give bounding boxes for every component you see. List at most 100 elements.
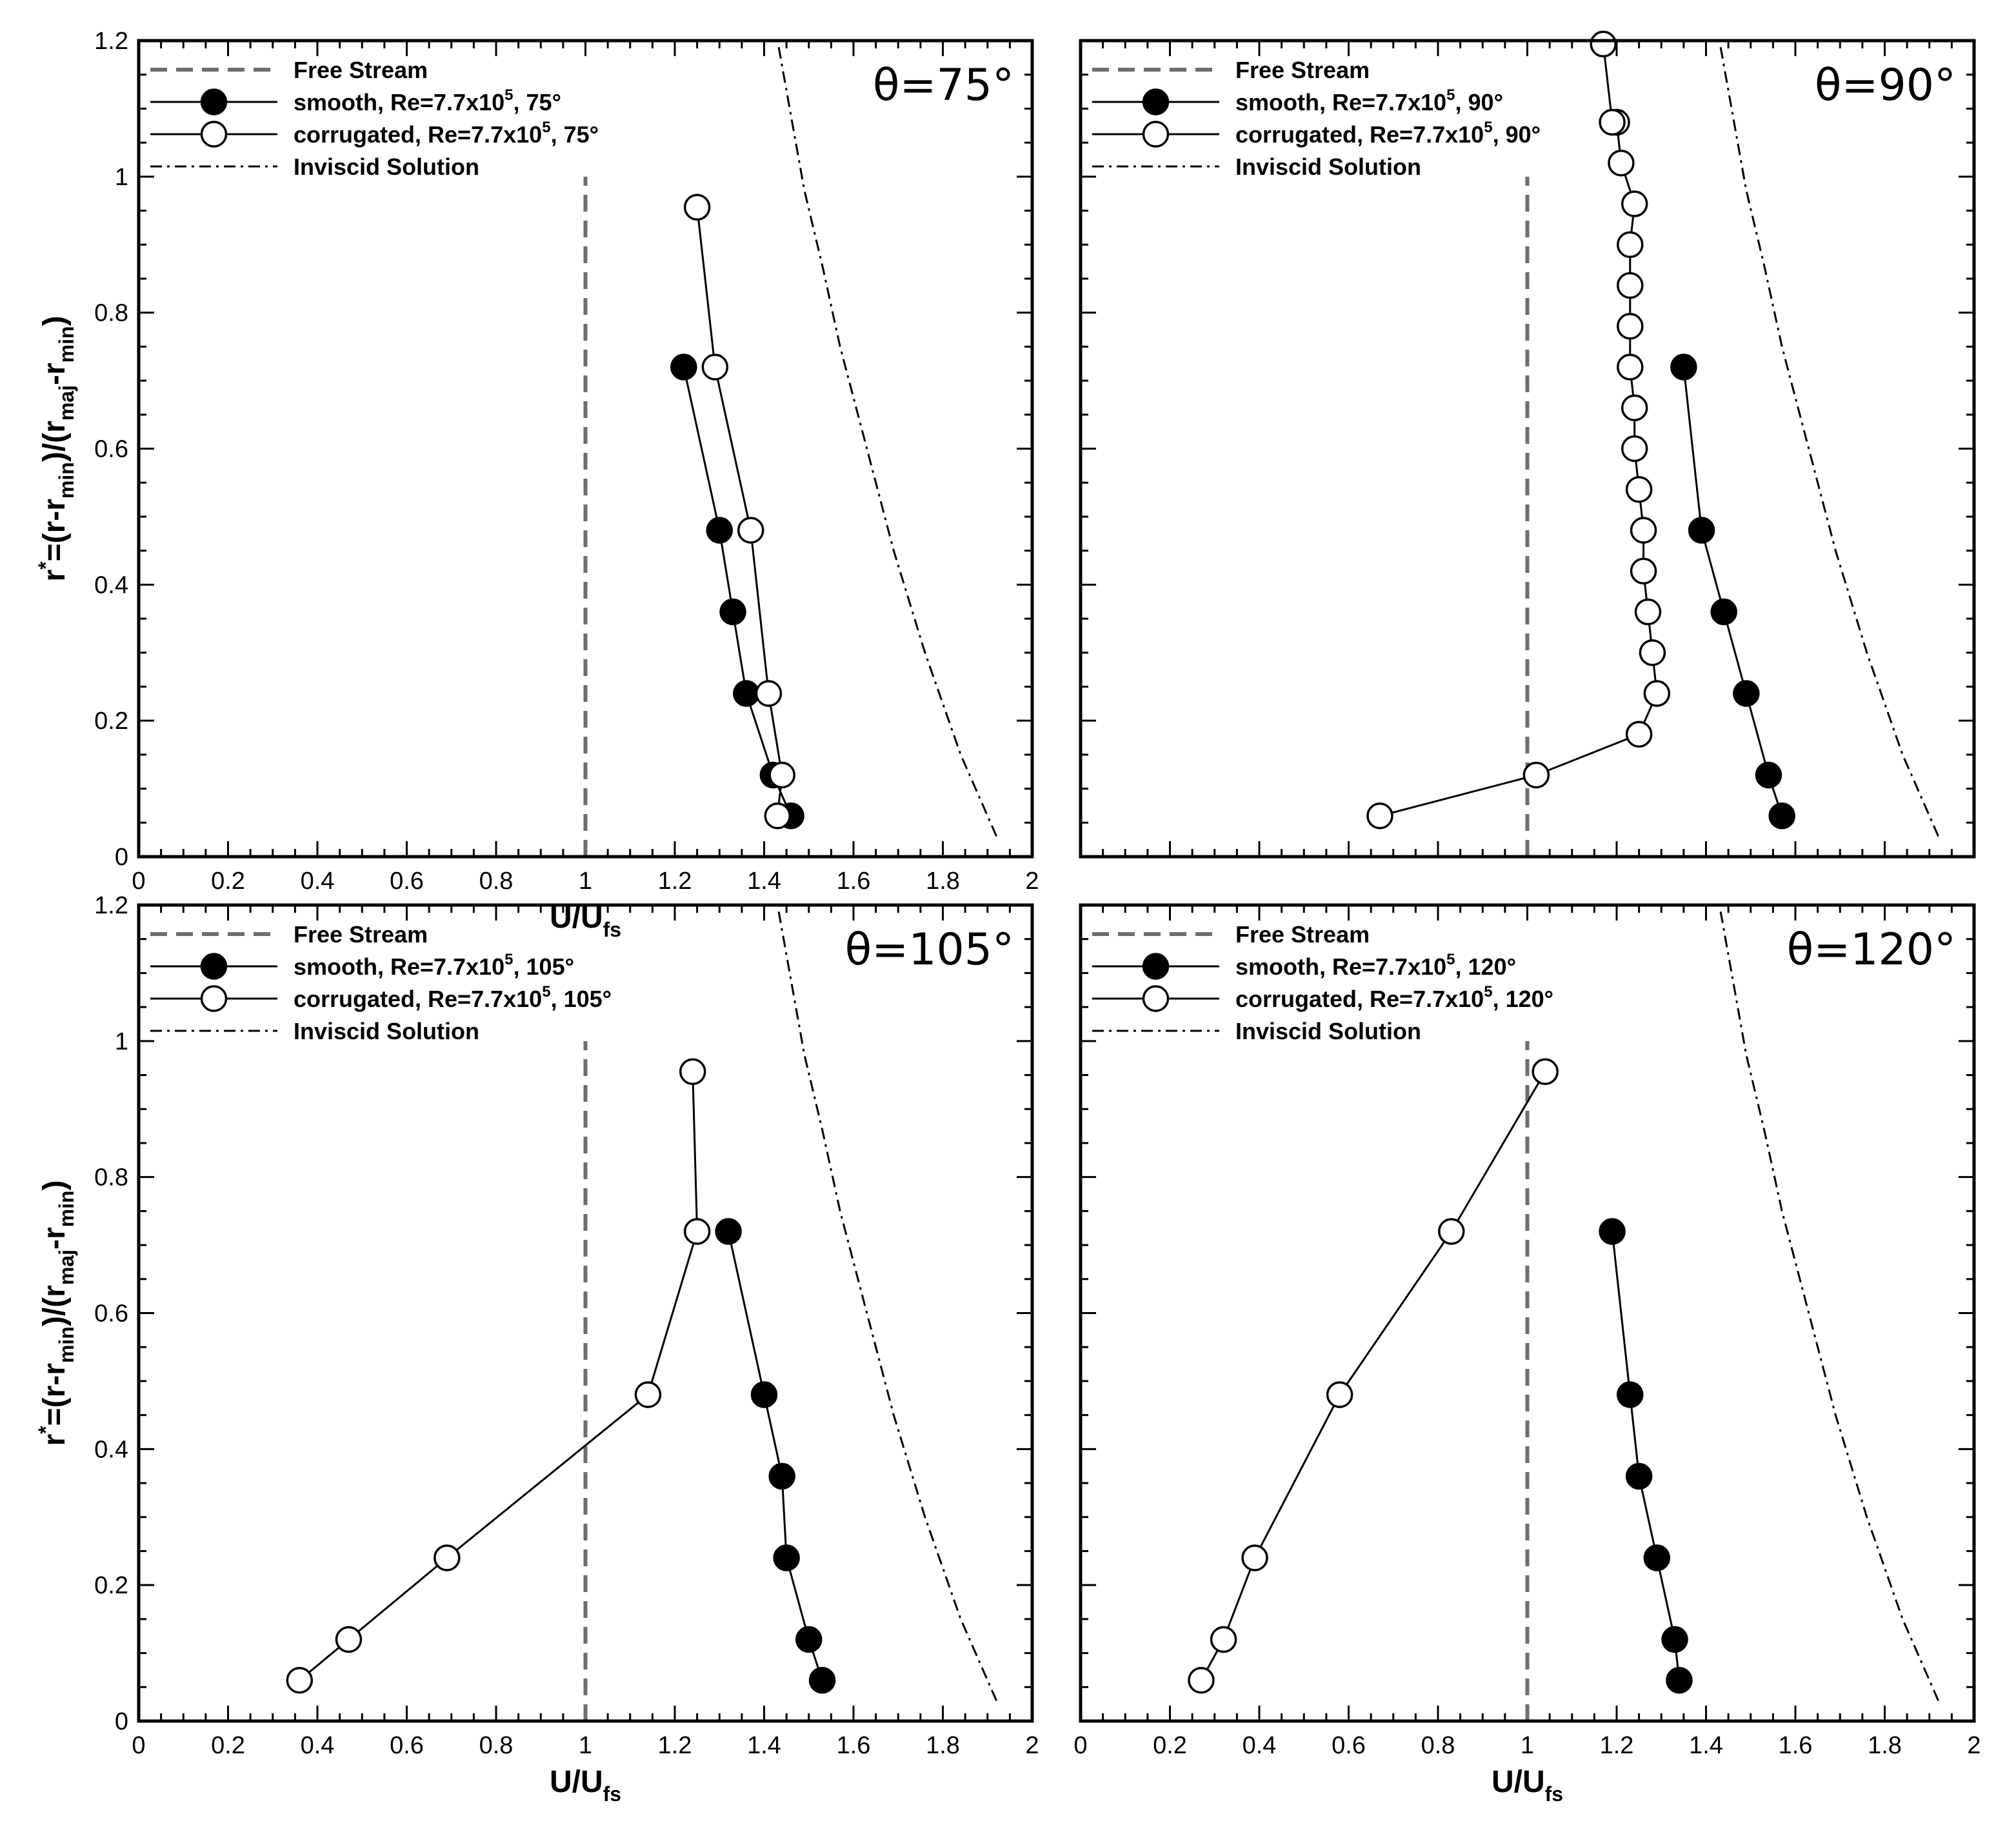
x-tick-label: 1.8 [1868,1732,1902,1759]
corrugated-point [1621,190,1648,217]
smooth-series-line [683,366,792,817]
y-tick-label: 0.8 [94,300,128,327]
y-tick-label: 0.6 [94,1300,128,1328]
legend-smooth-marker [1142,953,1170,980]
smooth-point [1617,1381,1644,1408]
panel-title: θ=120° [1787,924,1956,975]
smooth-point [1625,1462,1653,1490]
smooth-point [768,1462,795,1490]
corrugated-point [1617,313,1644,340]
x-tick-label: 1.8 [926,1732,960,1759]
y-tick-label: 1 [115,1028,128,1055]
smooth-point [808,1667,836,1694]
x-tick-label: 0.6 [390,1732,424,1759]
smooth-point [1661,1626,1688,1653]
legend-corrugated-marker [1142,985,1170,1012]
smooth-point [1733,680,1760,707]
axis-ticks [137,904,1033,1722]
x-tick-label: 1.8 [926,868,960,895]
x-tick-label: 0.2 [211,868,245,895]
y-tick-label: 0.4 [94,1436,128,1463]
y-tick-label: 0.4 [94,572,128,599]
smooth-point [1666,1667,1693,1694]
corrugated-point [1643,680,1671,707]
legend-corrugated-marker [200,121,228,148]
legend-inviscid-label: Inviscid Solution [1235,1018,1421,1044]
legend-inviscid-label: Inviscid Solution [294,154,479,180]
y-tick-label: 0 [115,1708,128,1735]
y-tick-label: 1 [115,164,128,191]
smooth-point [1688,517,1715,544]
corrugated-point [1608,150,1635,177]
corrugated-point [1617,231,1644,258]
corrugated-point [286,1667,314,1694]
legend: Free Stream smooth, Re=7.7x105, 75° corrug… [150,57,599,180]
plot-frame [1079,39,1976,859]
corrugated-point [764,802,792,830]
panel-title: θ=105° [845,924,1014,975]
x-tick-label: 0.4 [1243,1732,1277,1759]
smooth-point [795,1626,823,1653]
x-axis-title: U/Ufs [550,1765,621,1806]
inviscid-solution-line [776,40,997,837]
legend-corrugated-label: corrugated, Re=7.7x105, 105° [294,983,612,1012]
smooth-point [1755,761,1782,789]
legend-free-stream-label: Free Stream [294,57,428,83]
axis-ticks [1079,904,1975,1722]
x-tick-label: 1.2 [1600,1732,1634,1759]
x-tick-label: 0.4 [301,868,335,895]
legend-smooth-label: smooth, Re=7.7x105, 120° [1235,951,1516,980]
smooth-series-line [727,1231,823,1681]
corrugated-point [1522,761,1550,789]
x-tick-label: 0.8 [479,1732,514,1759]
plot-frame [137,39,1034,859]
legend-free-stream-label: Free Stream [1235,921,1370,948]
chart-panel-2: θ=90° Free Stream smooth, Re=7.7x105, 90° c… [1079,30,1976,859]
x-tick-label: 0.6 [390,868,424,895]
smooth-point [670,354,697,381]
corrugated-point [434,1544,461,1571]
corrugated-series-line [1200,1071,1546,1681]
x-tick-label: 0 [1073,1732,1087,1759]
smooth-point [1670,354,1697,381]
corrugated-point [634,1381,662,1408]
legend-corrugated-label: corrugated, Re=7.7x105, 120° [1235,983,1553,1012]
x-tick-label: 0.6 [1332,1732,1366,1759]
corrugated-point [768,761,795,789]
y-tick-label: 0.2 [94,1572,128,1599]
corrugated-point [1621,435,1648,463]
chart-panel-1: 0 0.2 0.4 0.6 0.8 1 1.2 1.4 1.6 1.8 2 0 0.2 0.4 0.6 0.8… [34,28,1039,941]
x-tick-label: 0.2 [1153,1732,1187,1759]
legend-free-stream-label: Free Stream [1235,57,1370,83]
x-tick-label: 0.4 [301,1732,335,1759]
legend-corrugated-marker [1142,121,1170,148]
corrugated-point [1326,1381,1353,1408]
smooth-point [1599,1218,1626,1245]
x-tick-label: 1.4 [747,1732,781,1759]
y-tick-label: 0.8 [94,1164,128,1191]
corrugated-point [1639,639,1666,666]
plot-frame [1079,903,1976,1723]
corrugated-point [701,354,729,381]
y-tick-label: 0.2 [94,708,128,735]
legend-free-stream-label: Free Stream [294,921,428,948]
smooth-point [750,1381,778,1408]
inviscid-solution-line [776,904,997,1701]
y-tick-label: 1.2 [94,28,128,55]
smooth-point [719,598,746,626]
legend-corrugated-marker [200,985,228,1012]
legend-corrugated-label: corrugated, Re=7.7x105, 90° [1235,119,1541,148]
corrugated-point [335,1626,363,1653]
legend-inviscid-label: Inviscid Solution [294,1018,479,1044]
corrugated-point [1599,108,1626,136]
x-tick-label: 1.2 [658,1732,692,1759]
corrugated-point [1241,1544,1268,1571]
chart-panel-4: 0 0.2 0.4 0.6 0.8 1 1.2 1.4 1.6 1.8 2 U/Ufs θ=120° Fr… [1073,903,1981,1806]
x-tick-label: 1.4 [747,868,781,895]
corrugated-point [1634,598,1662,626]
legend: Free Stream smooth, Re=7.7x105, 120° corru… [1092,921,1553,1044]
corrugated-point [679,1058,706,1086]
corrugated-series-line [299,1071,699,1681]
corrugated-point [1366,802,1393,830]
